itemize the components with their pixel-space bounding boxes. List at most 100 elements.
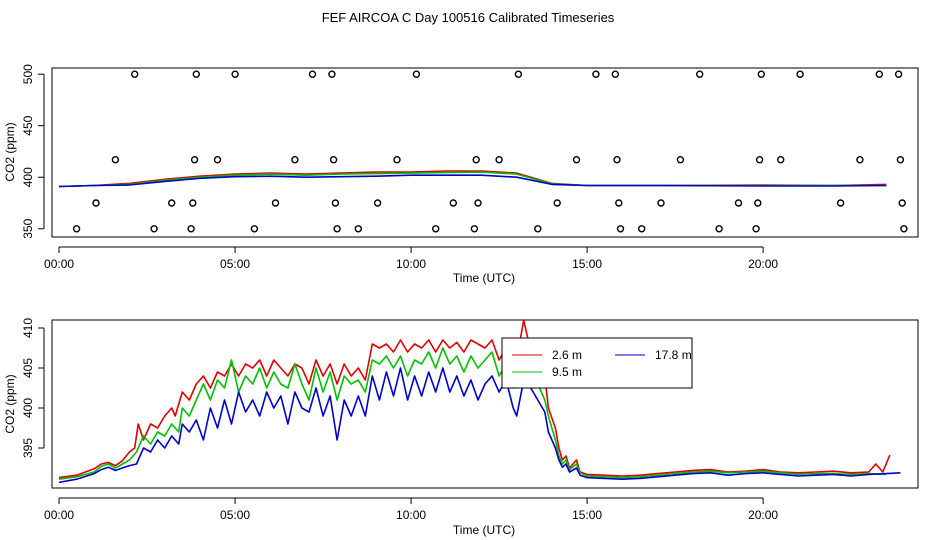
top-y-tick-label: 400 — [21, 167, 35, 187]
top-marker-point — [449, 199, 457, 207]
bottom-y-tick-label: 405 — [21, 358, 35, 378]
top-marker-point — [271, 199, 280, 207]
top-marker-point — [192, 70, 201, 78]
top-marker-point — [898, 199, 906, 207]
top-y-tick-label: 500 — [21, 64, 35, 84]
top-marker-point — [190, 155, 199, 164]
top-marker-point — [472, 155, 480, 164]
bottom-x-axis: 00:00 05:00 10:00 15:00 20:00 — [44, 497, 778, 522]
top-y-axis: 350 400 450 500 — [21, 64, 45, 239]
top-marker-point — [734, 199, 743, 207]
top-marker-point — [616, 225, 625, 233]
bottom-x-tick-label: 00:00 — [44, 508, 74, 522]
top-marker-point — [150, 225, 158, 233]
bottom-x-tick-label: 15:00 — [572, 508, 602, 522]
top-plot-frame — [51, 67, 919, 238]
top-marker-point — [752, 225, 760, 233]
top-marker-point — [291, 155, 299, 164]
top-series-group — [58, 170, 887, 188]
bottom-y-tick-label: 400 — [21, 398, 35, 418]
top-marker-group — [72, 70, 908, 233]
top-x-tick-label: 10:00 — [396, 257, 426, 271]
top-marker-point — [470, 225, 479, 233]
top-marker-point — [611, 70, 619, 78]
top-marker-point — [333, 225, 341, 233]
top-marker-point — [875, 70, 883, 78]
bottom-panel: 00:00 05:00 10:00 15:00 20:00 395 400 405 410 T… — [3, 318, 919, 537]
bottom-x-tick-label: 10:00 — [396, 508, 426, 522]
top-marker-point — [213, 155, 222, 164]
top-marker-point — [130, 70, 139, 78]
top-marker-point — [111, 155, 120, 164]
top-marker-point — [250, 225, 259, 233]
top-x-tick-label: 20:00 — [748, 257, 778, 271]
top-marker-point — [796, 70, 804, 78]
top-marker-point — [534, 225, 542, 233]
top-x-tick-label: 00:00 — [44, 257, 74, 271]
bottom-y-tick-label: 395 — [21, 438, 35, 458]
legend: 2.6 m 17.8 m 9.5 m — [501, 337, 693, 389]
top-marker-point — [432, 225, 440, 233]
top-marker-point — [231, 70, 239, 78]
bottom-x-tick-label: 05:00 — [220, 508, 250, 522]
top-marker-point — [676, 155, 685, 164]
legend-label-17-8m: 17.8 m — [655, 348, 692, 362]
top-x-axis-label: Time (UTC) — [453, 271, 515, 285]
bottom-series-line-s3 — [58, 367, 901, 484]
top-marker-point — [754, 199, 762, 207]
bottom-x-axis-label: Time (UTC) — [453, 523, 515, 537]
top-y-axis-label: CO2 (ppm) — [3, 122, 17, 181]
top-marker-point — [894, 70, 903, 78]
top-marker-point — [757, 70, 765, 78]
top-marker-point — [187, 225, 195, 233]
bottom-x-tick-label: 20:00 — [748, 508, 778, 522]
top-marker-point — [331, 199, 340, 207]
top-marker-point — [72, 225, 81, 233]
top-marker-point — [354, 225, 362, 233]
top-y-tick-label: 350 — [21, 218, 35, 238]
top-series-line-s3 — [58, 174, 887, 188]
top-panel: 00:00 05:00 10:00 15:00 20:00 350 400 450 500 T… — [3, 64, 919, 285]
bottom-series-group — [58, 319, 901, 484]
figure-title: FEF AIRCOA C Day 100516 Calibrated Times… — [322, 10, 615, 25]
top-marker-point — [572, 155, 581, 164]
top-marker-point — [657, 199, 665, 207]
top-marker-point — [514, 70, 523, 78]
top-marker-point — [412, 70, 421, 78]
top-marker-point — [393, 155, 401, 164]
top-marker-point — [167, 199, 176, 207]
top-marker-point — [755, 155, 764, 164]
top-marker-point — [896, 155, 905, 164]
top-marker-point — [328, 70, 336, 78]
top-x-tick-label: 15:00 — [572, 257, 602, 271]
top-marker-point — [373, 199, 382, 207]
top-marker-point — [329, 155, 338, 164]
legend-label-9-5m: 9.5 m — [552, 365, 582, 379]
top-marker-point — [495, 155, 503, 164]
legend-label-2-6m: 2.6 m — [552, 348, 582, 362]
top-marker-point — [638, 225, 646, 233]
top-x-tick-label: 05:00 — [220, 257, 250, 271]
top-marker-point — [777, 155, 785, 164]
top-marker-point — [592, 70, 600, 78]
bottom-series-line-s1 — [58, 319, 891, 479]
bottom-y-tick-label: 410 — [21, 318, 35, 338]
top-marker-point — [856, 155, 864, 164]
top-marker-point — [474, 199, 482, 207]
bottom-y-axis: 395 400 405 410 — [21, 318, 45, 458]
top-marker-point — [189, 199, 197, 207]
top-marker-point — [615, 199, 623, 207]
top-y-tick-label: 450 — [21, 115, 35, 135]
legend-box — [501, 337, 693, 389]
bottom-series-line-s2 — [58, 347, 887, 480]
bottom-plot-frame — [51, 319, 919, 489]
top-marker-point — [836, 199, 845, 207]
top-marker-point — [696, 70, 704, 78]
top-marker-point — [553, 199, 561, 207]
top-marker-point — [92, 199, 100, 207]
bottom-y-axis-label: CO2 (ppm) — [3, 374, 17, 433]
top-x-axis: 00:00 05:00 10:00 15:00 20:00 — [44, 246, 778, 271]
top-marker-point — [308, 70, 317, 78]
top-marker-point — [900, 225, 908, 233]
